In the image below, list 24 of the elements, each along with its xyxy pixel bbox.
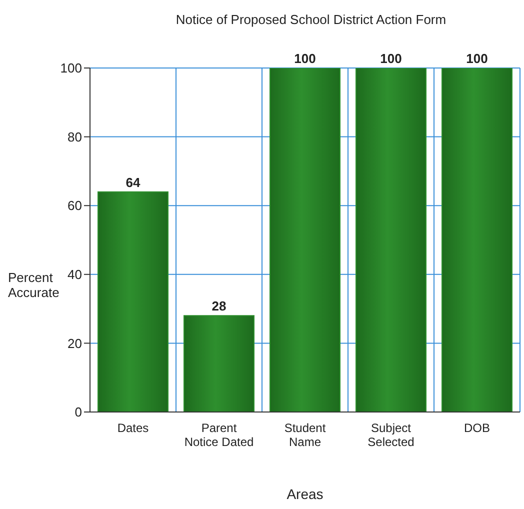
bar <box>98 191 168 412</box>
y-tick-label: 20 <box>68 336 82 351</box>
bar <box>184 315 254 412</box>
data-label: 100 <box>294 51 316 66</box>
x-tick-label: Parent Notice Dated <box>184 421 254 449</box>
data-label: 100 <box>380 51 402 66</box>
data-label: 28 <box>212 298 226 314</box>
y-tick-label: 0 <box>74 404 82 420</box>
x-axis-title: Areas <box>286 486 324 502</box>
chart-title: Notice of Proposed School District Action Form <box>174 12 448 27</box>
bar <box>442 68 512 412</box>
y-tick-label: 80 <box>68 129 82 144</box>
x-tick-label: Dates <box>117 421 149 435</box>
bar <box>270 68 340 412</box>
x-tick-label: Student Name <box>284 421 326 449</box>
data-label: 100 <box>466 51 488 66</box>
y-tick-label: 40 <box>68 267 82 282</box>
x-tick-label: DOB <box>464 421 490 435</box>
data-label: 64 <box>126 174 141 190</box>
y-tick-label: 100 <box>60 60 82 76</box>
x-tick-label: Subject Selected <box>368 421 414 449</box>
bar <box>356 68 426 412</box>
y-tick-label: 60 <box>68 198 82 214</box>
y-axis-title: Percent Accurate <box>8 270 60 300</box>
